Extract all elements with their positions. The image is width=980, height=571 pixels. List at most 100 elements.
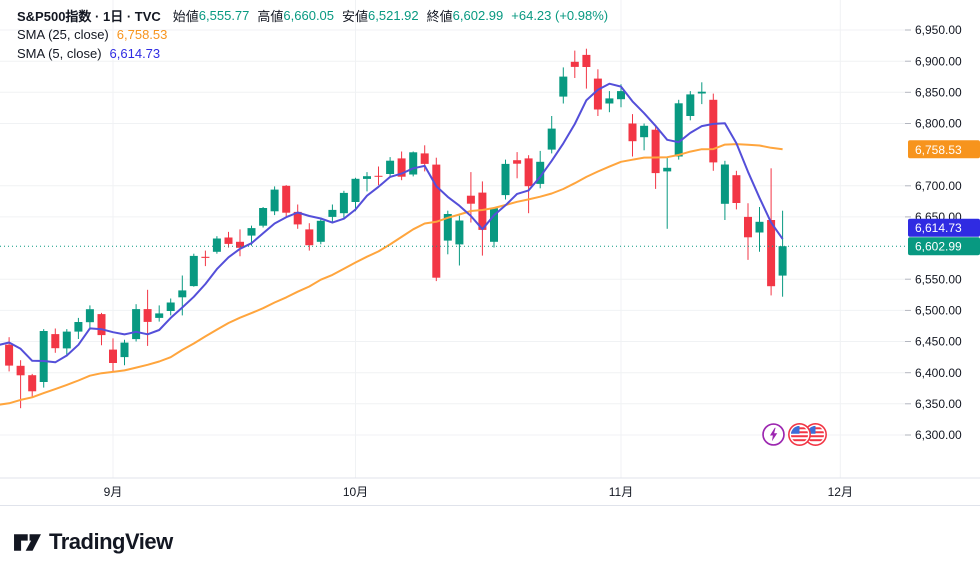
candle[interactable] <box>62 329 71 357</box>
legend: S&P500指数 · 1日 · TVC 始値 6,555.77 高値 6,660.0… <box>17 6 608 63</box>
price-tick-label: 6,850.00 <box>915 86 962 100</box>
candle[interactable] <box>513 152 522 179</box>
candle[interactable] <box>236 229 244 257</box>
candle[interactable] <box>374 166 383 186</box>
price-tick-label: 6,950.00 <box>915 23 962 37</box>
ohlc-value: 6,602.99 <box>452 8 504 23</box>
candle[interactable] <box>547 116 556 154</box>
legend-sma5-row[interactable]: SMA (5, close) 6,614.73 <box>17 44 160 63</box>
candle[interactable] <box>732 170 741 210</box>
candle[interactable] <box>155 305 164 322</box>
candle[interactable] <box>663 156 672 229</box>
close-pair: 終値 6,602.99 <box>427 6 504 25</box>
tradingview-wordmark: TradingView <box>49 529 173 554</box>
candle[interactable] <box>386 157 395 177</box>
candle[interactable] <box>536 150 545 189</box>
candle[interactable] <box>39 329 48 388</box>
candle[interactable] <box>51 328 60 353</box>
candle[interactable] <box>166 298 175 316</box>
candle[interactable] <box>351 177 360 212</box>
candle[interactable] <box>201 250 210 267</box>
candle[interactable] <box>570 50 579 78</box>
candle[interactable] <box>686 91 695 121</box>
tradingview-logo[interactable]: TradingView <box>13 529 173 555</box>
candle[interactable] <box>778 210 787 297</box>
candle[interactable] <box>432 157 441 282</box>
candle[interactable] <box>189 253 198 287</box>
candle[interactable] <box>674 99 683 160</box>
candle[interactable] <box>328 204 337 223</box>
candle[interactable] <box>339 190 348 220</box>
price-tick-label: 6,400.00 <box>915 366 962 380</box>
candles[interactable] <box>5 48 787 409</box>
candle[interactable] <box>767 168 776 296</box>
tradingview-mark-icon <box>14 533 41 551</box>
candle[interactable] <box>628 114 637 157</box>
price-tick-label: 6,450.00 <box>915 335 962 349</box>
candle[interactable] <box>490 207 498 248</box>
candle[interactable] <box>132 304 141 342</box>
us-flag-icon <box>788 423 811 446</box>
candle[interactable] <box>28 373 37 398</box>
candle[interactable] <box>212 236 221 254</box>
candle[interactable] <box>720 160 729 220</box>
vertical-gridlines <box>112 0 841 478</box>
open-pair: 始値 6,555.77 <box>173 6 250 25</box>
candle[interactable] <box>524 155 533 214</box>
ohlc-value: 6,660.05 <box>283 8 335 23</box>
time-axis[interactable]: 9月 10月 11月 12月 <box>104 485 853 499</box>
ohlc-label: 始値 <box>172 9 199 24</box>
ohlc-label: 終値 <box>426 9 453 24</box>
price-tick-label: 6,700.00 <box>915 179 962 193</box>
sma25-label: SMA (25, close) <box>17 27 109 42</box>
svg-text:6,614.73: 6,614.73 <box>915 221 962 235</box>
candle[interactable] <box>74 317 83 339</box>
lightning-icon[interactable] <box>762 423 785 446</box>
candle[interactable] <box>397 151 406 181</box>
sma5-badge: 6,614.73 <box>908 218 980 237</box>
candle[interactable] <box>316 219 325 245</box>
candle[interactable] <box>293 204 302 229</box>
symbol-title[interactable]: S&P500指数 · 1日 · TVC <box>17 9 161 24</box>
month-label: 11月 <box>609 485 633 499</box>
ohlc-value: 6,521.92 <box>368 8 419 23</box>
sma25-value: 6,758.53 <box>116 27 168 42</box>
candle[interactable] <box>640 123 649 151</box>
ohlc-label: 高値 <box>257 9 284 24</box>
candle[interactable] <box>755 207 764 252</box>
candle[interactable] <box>363 172 371 192</box>
candle[interactable] <box>478 181 487 256</box>
candle[interactable] <box>582 48 591 89</box>
price-tick-label: 6,500.00 <box>915 304 962 318</box>
candle[interactable] <box>259 207 268 228</box>
change-value: +64.23 (+0.98%) <box>511 8 609 23</box>
price-chart[interactable]: 6,950.00 6,900.00 6,850.00 6,800.00 6,700.00… <box>0 0 980 506</box>
candle[interactable] <box>409 151 418 177</box>
candle[interactable] <box>305 223 314 251</box>
candle[interactable] <box>466 172 475 223</box>
price-tick-label: 6,900.00 <box>915 54 962 68</box>
sma5-line <box>0 82 784 364</box>
candle[interactable] <box>270 186 279 216</box>
candle[interactable] <box>143 289 152 346</box>
legend-symbol-row[interactable]: S&P500指数 · 1日 · TVC 始値 6,555.77 高値 6,660.0… <box>17 6 608 25</box>
candle[interactable] <box>224 231 233 248</box>
candle[interactable] <box>109 338 117 372</box>
legend-sma25-row[interactable]: SMA (25, close) 6,758.53 <box>17 25 167 44</box>
candle[interactable] <box>697 82 706 105</box>
candle[interactable] <box>120 339 129 366</box>
candle[interactable] <box>282 185 291 217</box>
candle[interactable] <box>744 203 752 260</box>
candle[interactable] <box>605 91 614 113</box>
candle[interactable] <box>85 305 94 330</box>
candle[interactable] <box>593 69 602 116</box>
svg-text:6,758.53: 6,758.53 <box>915 143 962 157</box>
candle[interactable] <box>709 93 718 171</box>
candle[interactable] <box>455 215 464 266</box>
month-label: 10月 <box>343 485 368 499</box>
candle[interactable] <box>501 159 510 200</box>
price-tick-label: 6,800.00 <box>915 117 962 131</box>
candle[interactable] <box>559 67 568 104</box>
price-axis[interactable]: 6,950.00 6,900.00 6,850.00 6,800.00 6,700.00… <box>905 23 980 442</box>
